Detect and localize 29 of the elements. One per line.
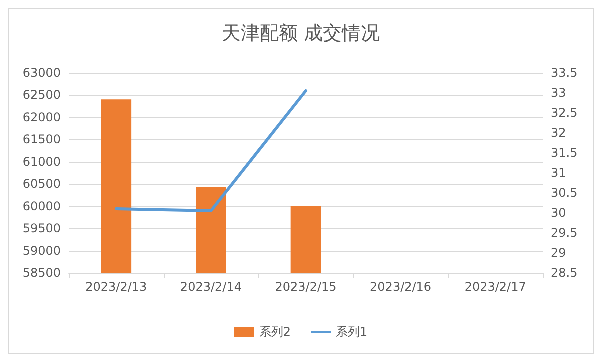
y-tick-label: 60500 <box>22 177 61 192</box>
x-tick-label: 2023/2/16 <box>370 280 432 294</box>
y2-tick-label: 32.5 <box>551 106 578 120</box>
y-tick-label: 59000 <box>22 244 61 258</box>
y-tick-label: 62500 <box>22 88 61 102</box>
y2-tick-label: 30 <box>551 206 566 220</box>
y2-tick-label: 32 <box>551 126 566 140</box>
y-tick-label: 63000 <box>22 66 61 80</box>
legend-label: 系列2 <box>259 325 292 339</box>
y-tick-label: 62000 <box>22 110 61 124</box>
x-tick-label: 2023/2/15 <box>275 280 337 294</box>
y2-tick-label: 33 <box>551 86 566 100</box>
y-tick-label: 61500 <box>22 132 61 147</box>
y-tick-label: 60000 <box>22 199 61 214</box>
legend-label: 系列1 <box>336 325 368 339</box>
y2-tick-label: 33.5 <box>551 66 578 80</box>
y2-tick-label: 29 <box>551 246 566 260</box>
x-tick-label: 2023/2/13 <box>86 280 148 294</box>
y-tick-label: 59500 <box>22 222 61 236</box>
y2-tick-label: 28.5 <box>551 266 578 280</box>
x-tick-label: 2023/2/17 <box>464 280 526 294</box>
y-tick-label: 58500 <box>22 266 61 280</box>
y2-tick-label: 30.5 <box>551 186 578 200</box>
chart-title: 天津配额 成交情况 <box>222 22 380 44</box>
y2-tick-label: 31 <box>551 166 566 180</box>
y-tick-label: 61000 <box>22 154 61 169</box>
x-tick-label: 2023/2/14 <box>180 280 242 294</box>
y2-tick-label: 29.5 <box>551 226 578 240</box>
y2-tick-label: 31.5 <box>551 146 578 160</box>
